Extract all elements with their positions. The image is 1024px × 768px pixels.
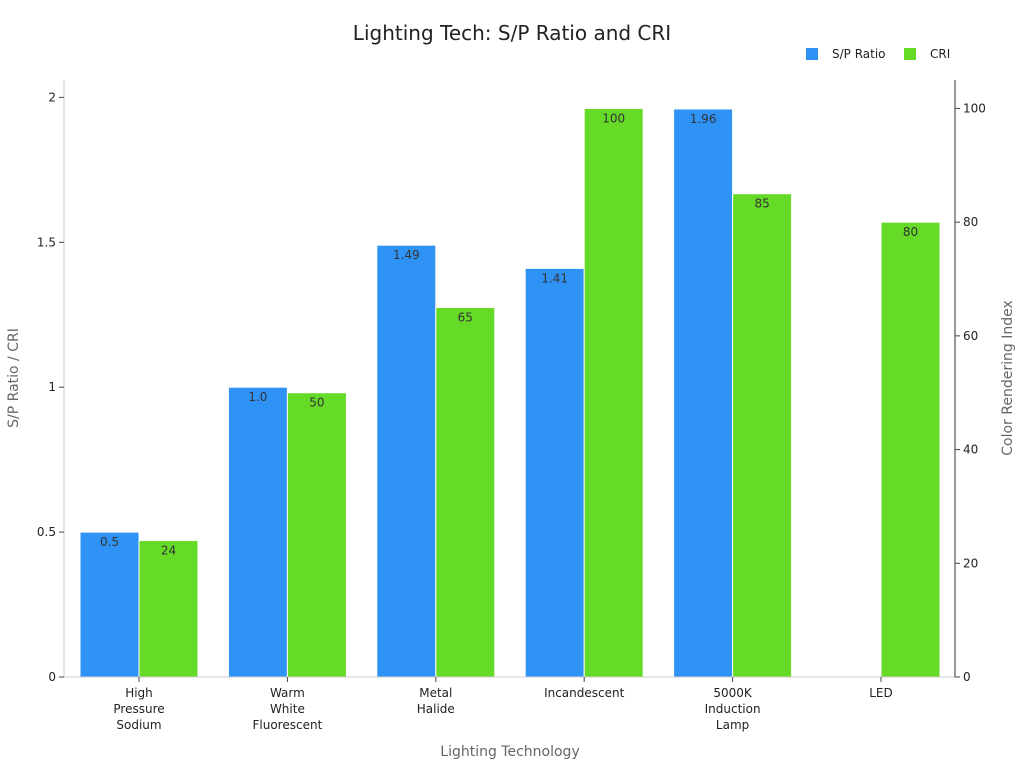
y2-tick-label-4: 80 [963,215,978,229]
y-axis-ticks: 0 0.5 1 1.5 2 [37,90,64,684]
bar-sp-ratio-2 [376,244,437,678]
legend-swatch-sp-ratio [806,48,818,60]
x-tick-label-4: 5000K Induction Lamp [705,686,761,732]
bar-sp-ratio-3 [524,267,585,678]
legend-label-cri: CRI [930,47,950,61]
data-label-cri-5: 80 [903,225,918,239]
x-axis-label: Lighting Technology [440,744,579,760]
bar-cri-3 [583,107,644,678]
x-axis-ticks: High Pressure Sodium Warm White Fluorescent Me… [113,677,893,732]
data-label-sp-ratio-0: 0.5 [100,535,119,549]
bar-sp-ratio-4 [673,108,734,678]
y-axis-label: S/P Ratio / CRI [6,328,22,428]
y2-axis-label: Color Rendering Index [1000,300,1016,455]
x-tick-label-2: Metal Halide [417,686,455,716]
bar-cri-4 [732,193,793,678]
y-tick-label-0: 0 [48,670,56,684]
y-tick-label-4: 2 [48,90,56,104]
chart-title: Lighting Tech: S/P Ratio and CRI [353,21,671,45]
bar-sp-ratio-1 [227,386,288,678]
y-tick-label-3: 1.5 [37,235,56,249]
data-label-sp-ratio-3: 1.41 [541,271,568,285]
y2-tick-label-2: 40 [963,443,978,457]
data-label-sp-ratio-1: 1.0 [248,390,267,404]
y2-tick-label-0: 0 [963,670,971,684]
bar-cri-5 [880,221,941,678]
legend-label-sp-ratio: S/P Ratio [832,47,886,61]
data-label-cri-2: 65 [458,310,473,324]
y2-tick-label-3: 60 [963,329,978,343]
bar-labels: 0.5 24 1.0 50 1.49 65 1.41 100 1.96 85 80 [100,111,918,557]
legend: S/P Ratio CRI [806,47,950,61]
bar-sp-ratio-0 [79,531,140,678]
x-tick-label-1: Warm White Fluorescent [253,686,323,732]
data-label-cri-1: 50 [309,396,324,410]
y2-tick-label-5: 100 [963,101,986,115]
x-tick-label-3: Incandescent [544,686,625,700]
bar-cri-1 [286,392,347,678]
x-tick-label-0: High Pressure Sodium [113,686,164,732]
bar-cri-2 [435,306,496,678]
data-label-sp-ratio-4: 1.96 [690,112,717,126]
legend-swatch-cri [904,48,916,60]
y2-axis-ticks: 0 20 40 60 80 100 [955,101,986,684]
bar-cri-0 [138,540,199,678]
x-tick-label-5: LED [869,686,893,700]
data-label-sp-ratio-2: 1.49 [393,248,420,262]
data-label-cri-3: 100 [602,111,625,125]
y-tick-label-1: 0.5 [37,525,56,539]
data-label-cri-4: 85 [754,197,769,211]
bars [79,107,941,678]
data-label-cri-0: 24 [161,544,176,558]
y-tick-label-2: 1 [48,380,56,394]
y2-tick-label-1: 20 [963,556,978,570]
